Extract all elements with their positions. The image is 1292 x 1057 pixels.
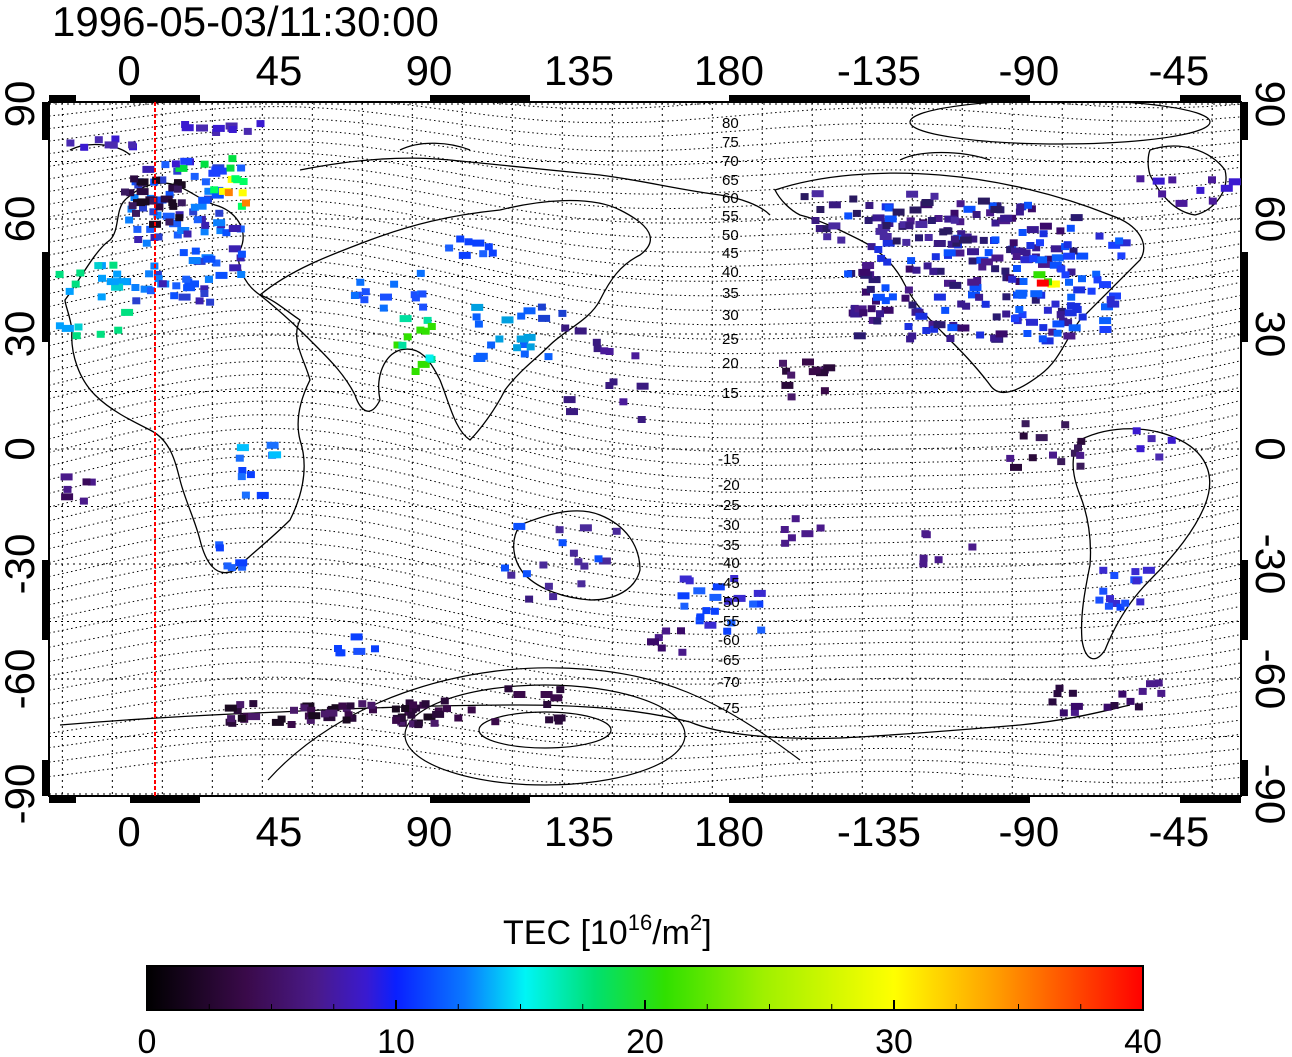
contour-label: 50	[722, 227, 739, 244]
lon-tick-label-top: -90	[999, 47, 1060, 94]
contour-label: 60	[722, 190, 739, 207]
lon-tick-label-top: 90	[406, 47, 453, 94]
lat-tick-label-left: -60	[0, 649, 43, 710]
colorbar-label: TEC [1016/m2]	[503, 910, 712, 952]
contour-label: 70	[722, 153, 739, 170]
lon-tick-label-bottom: -45	[1149, 808, 1210, 855]
lon-tick-label-bottom: 135	[544, 808, 614, 855]
lat-tick-label-right: -30	[1247, 534, 1292, 595]
lon-tick-label-top: 180	[694, 47, 764, 94]
contour-label: 35	[722, 285, 739, 302]
lon-tick-label-bottom: 0	[117, 808, 140, 855]
contour-label: -40	[718, 555, 740, 572]
lat-tick-label-right: 90	[1247, 81, 1292, 128]
contour-label: 80	[722, 115, 739, 132]
lon-tick-label-top: 135	[544, 47, 614, 94]
lat-tick-label-right: 0	[1247, 437, 1292, 460]
top-longitude-axis: 0 45 90 135 180 -135 -90 -45	[117, 47, 1209, 94]
colorbar-ticks: 0 10 20 30 40	[138, 1000, 1162, 1057]
contour-label: 25	[722, 331, 739, 348]
lat-tick-label-left: 0	[0, 437, 43, 460]
contour-label: 75	[722, 134, 739, 151]
lat-tick-label-left: 90	[0, 81, 43, 128]
contour-label: -55	[718, 613, 740, 630]
lat-tick-label-right: 30	[1247, 311, 1292, 358]
lon-tick-label-bottom: 45	[256, 808, 303, 855]
contour-label: -50	[718, 594, 740, 611]
colorbar: TEC [1016/m2] 0 10 20 30 40	[138, 910, 1162, 1057]
lat-tick-label-left: 30	[0, 311, 43, 358]
lat-tick-label-right: 60	[1247, 196, 1292, 243]
colorbar-tick-label: 10	[377, 1023, 415, 1057]
lon-tick-label-top: -135	[837, 47, 921, 94]
lon-tick-label-bottom: -135	[837, 808, 921, 855]
tec-observations	[55, 120, 1241, 729]
contour-label: -60	[718, 632, 740, 649]
lon-tick-label-top: 45	[256, 47, 303, 94]
contour-label: -25	[718, 497, 740, 514]
bottom-longitude-axis: 0 45 90 135 180 -135 -90 -45	[117, 808, 1209, 855]
lon-tick-label-top: 0	[117, 47, 140, 94]
colorbar-tick-label: 0	[138, 1023, 157, 1057]
contour-label: 30	[722, 307, 739, 324]
lon-tick-label-bottom: 90	[406, 808, 453, 855]
lat-tick-label-left: -90	[0, 764, 43, 825]
contour-label: 45	[722, 245, 739, 262]
map-title: 1996-05-03/11:30:00	[52, 0, 439, 45]
lat-tick-label-right: -60	[1247, 649, 1292, 710]
lat-tick-label-left: 60	[0, 196, 43, 243]
contour-label: -35	[718, 537, 740, 554]
contour-label: 20	[722, 355, 739, 372]
lon-tick-label-top: -45	[1149, 47, 1210, 94]
lat-tick-label-left: -30	[0, 534, 43, 595]
contour-label: -30	[718, 517, 740, 534]
colorbar-tick-label: 40	[1124, 1023, 1162, 1057]
contour-label: 15	[722, 385, 739, 402]
lat-tick-label-right: -90	[1247, 764, 1292, 825]
lon-tick-label-bottom: 180	[694, 808, 764, 855]
colorbar-tick-label: 20	[626, 1023, 664, 1057]
contour-label: 65	[722, 172, 739, 189]
contour-label: -20	[718, 477, 740, 494]
contour-label: -65	[718, 652, 740, 669]
contour-label: -45	[718, 575, 740, 592]
contour-label: -70	[718, 674, 740, 691]
contour-label: 55	[722, 208, 739, 225]
lon-tick-label-bottom: -90	[999, 808, 1060, 855]
colorbar-tick-label: 30	[875, 1023, 913, 1057]
contour-label: 40	[722, 264, 739, 281]
contour-label: -15	[718, 451, 740, 468]
right-latitude-axis: -90 -60 -30 0 30 60 90	[1247, 81, 1292, 825]
contour-label: -75	[718, 700, 740, 717]
left-latitude-axis: -90 -60 -30 0 30 60 90	[0, 81, 43, 825]
frame-edge-bars	[42, 95, 1248, 803]
